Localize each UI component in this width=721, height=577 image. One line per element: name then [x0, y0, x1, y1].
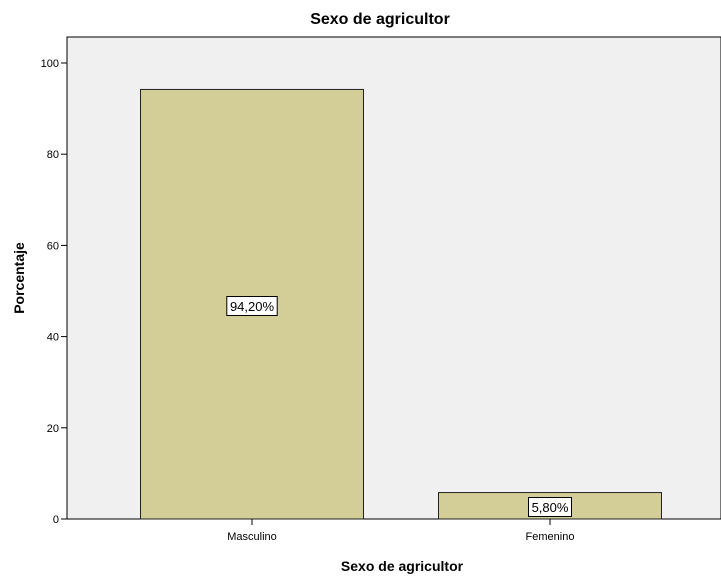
chart-title: Sexo de agricultor	[310, 11, 450, 28]
x-axis: Masculino Femenino	[227, 519, 574, 543]
y-tick-label: 40	[47, 332, 59, 344]
data-label: 5,80%	[532, 500, 569, 515]
y-tick-label: 100	[41, 58, 59, 70]
bars: 94,20% 5,80%	[140, 88, 662, 520]
x-tick-label: Femenino	[526, 531, 575, 543]
y-tick-label: 20	[47, 423, 59, 435]
y-tick-label: 60	[47, 240, 59, 252]
data-label-box	[226, 296, 278, 316]
y-axis: 0 20 40 60 80 100	[41, 58, 67, 526]
data-label-box	[528, 497, 572, 517]
x-axis-label: Sexo de agricultor	[341, 558, 464, 574]
y-axis-label: Porcentaje	[11, 242, 27, 314]
y-tick-label: 80	[47, 149, 59, 161]
y-tick-label: 0	[53, 514, 59, 526]
data-label: 94,20%	[230, 299, 275, 314]
x-tick-label: Masculino	[227, 531, 277, 543]
